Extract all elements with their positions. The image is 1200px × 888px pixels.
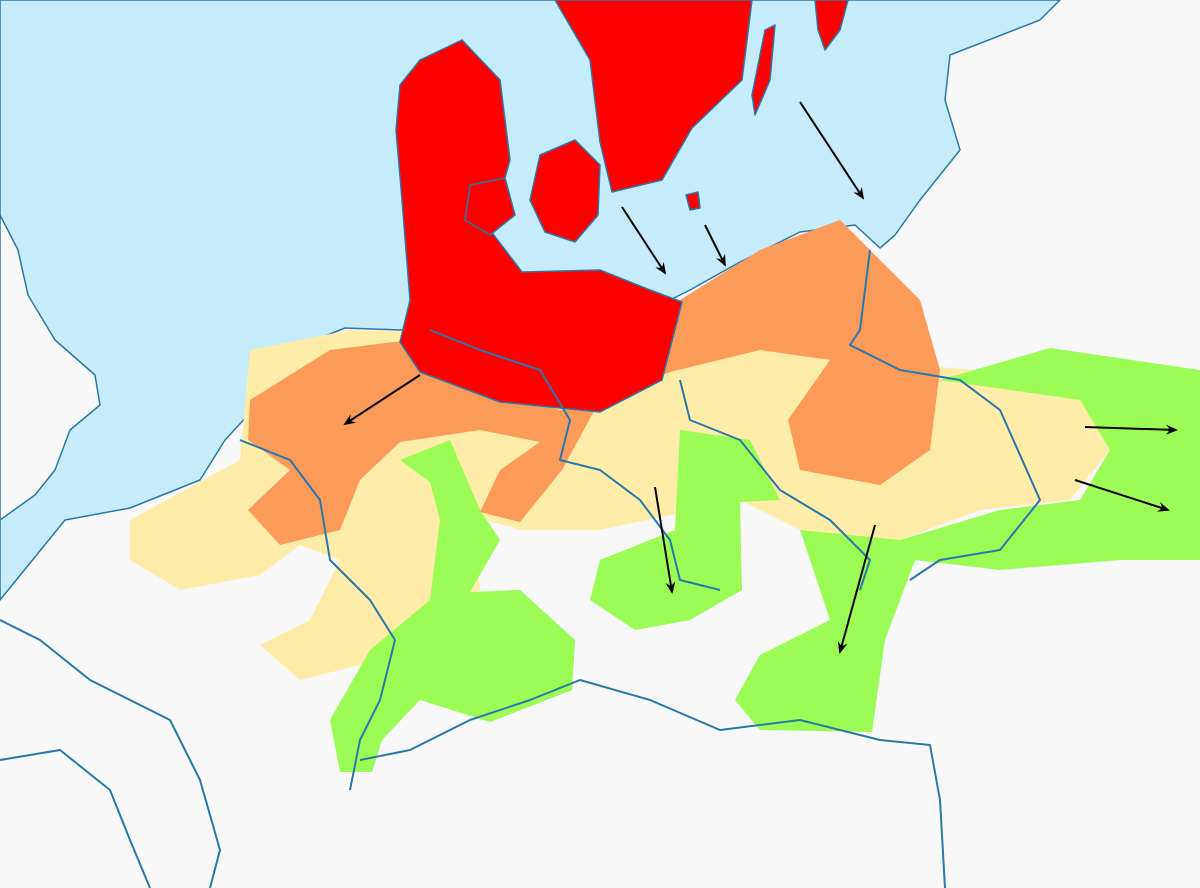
river-oder	[679, 379, 871, 591]
river-vistula	[849, 249, 1041, 581]
river-danube	[359, 679, 946, 888]
red-zone-bornholm	[685, 191, 701, 211]
arrow	[343, 374, 421, 426]
green-zone-east	[735, 348, 1200, 732]
arrow	[704, 224, 726, 267]
orange-zone	[248, 220, 940, 545]
red-zone-oland	[751, 24, 776, 116]
red-zone-gotland	[814, 0, 849, 51]
river-elbe	[429, 329, 721, 591]
arrow	[654, 486, 676, 594]
river-west	[0, 619, 221, 888]
red-zone-zealand	[529, 139, 601, 243]
england	[0, 214, 101, 521]
green-zone-west	[330, 440, 575, 772]
red-zone-sweden	[554, 0, 753, 193]
green-zone-middle	[590, 430, 780, 630]
arrow	[799, 101, 865, 200]
river-seine	[0, 749, 151, 888]
river-rhine	[239, 439, 396, 791]
red-zone-jutland	[395, 39, 683, 413]
arrow	[621, 206, 667, 275]
arrow	[1084, 424, 1178, 435]
arrow	[1074, 479, 1170, 512]
arrow	[837, 524, 876, 654]
red-zone-funen	[464, 177, 516, 236]
